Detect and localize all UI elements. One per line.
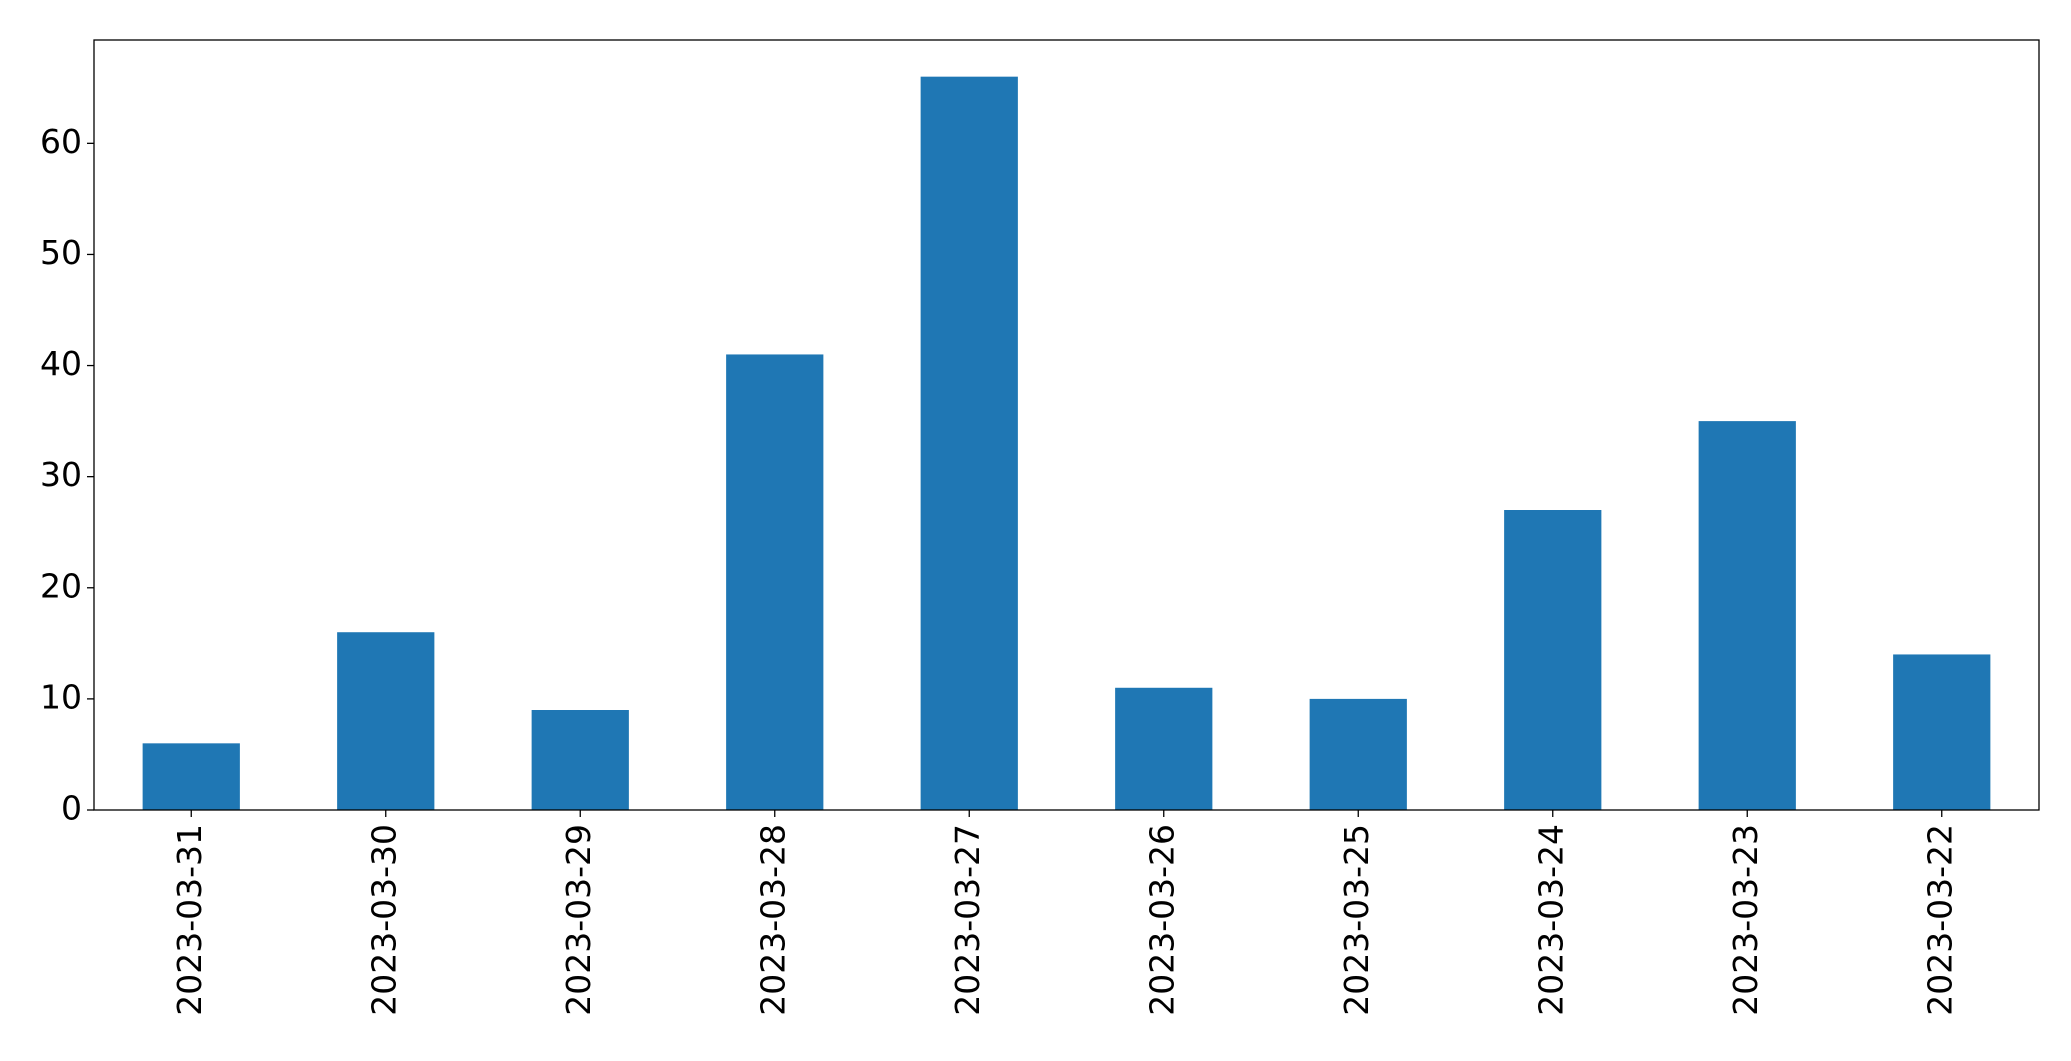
bar <box>1698 421 1796 810</box>
bar <box>531 710 629 810</box>
plot-frame <box>93 39 2040 811</box>
bar <box>726 354 824 810</box>
bar <box>1309 698 1407 810</box>
y-tick-label: 20 <box>40 566 82 605</box>
bar <box>1893 654 1991 810</box>
bar <box>337 632 435 810</box>
x-tick-label: 2023-03-28 <box>753 824 792 1016</box>
bar <box>1115 687 1213 810</box>
y-tick-label: 10 <box>40 677 82 716</box>
y-tick-label: 0 <box>61 789 82 828</box>
x-tick-label: 2023-03-24 <box>1531 824 1570 1016</box>
x-tick-label: 2023-03-27 <box>948 824 987 1016</box>
x-tick-label: 2023-03-26 <box>1142 824 1181 1016</box>
y-tick-label: 50 <box>40 233 82 272</box>
bar <box>1504 510 1602 810</box>
x-tick-label: 2023-03-23 <box>1726 824 1765 1016</box>
y-tick-label: 30 <box>40 455 82 494</box>
bar <box>142 743 240 810</box>
y-tick-label: 40 <box>40 344 82 383</box>
x-tick-label: 2023-03-29 <box>559 824 598 1016</box>
x-tick-label: 2023-03-25 <box>1337 824 1376 1016</box>
x-tick-label: 2023-03-30 <box>364 824 403 1016</box>
y-tick-label: 60 <box>40 122 82 161</box>
x-tick-label: 2023-03-31 <box>170 824 209 1016</box>
bar <box>920 76 1018 810</box>
x-tick-label: 2023-03-22 <box>1920 824 1959 1016</box>
